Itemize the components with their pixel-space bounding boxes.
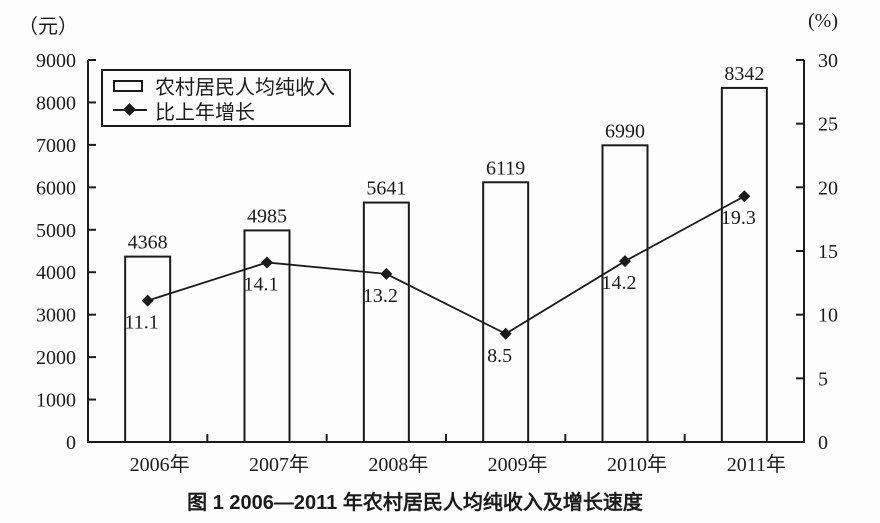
income-bar [720,86,768,444]
growth-value-label: 19.3 [721,207,756,229]
bar-swatch-icon [113,79,143,92]
y-tick-label-right: 5 [818,368,828,390]
y-tick-label-right: 20 [818,177,838,199]
growth-marker [738,190,751,203]
y-tick-label-left: 8000 [36,92,76,114]
income-bar [601,144,649,444]
y-tick-label-right: 0 [818,432,828,454]
legend-label-growth: 比上年增长 [155,101,255,124]
y-tick-label-right: 25 [818,114,838,136]
legend-box: 农村居民人均纯收入 比上年增长 [101,69,351,127]
growth-marker [380,267,393,280]
y-tick-label-right: 10 [818,305,838,327]
y-tick-label-right: 30 [818,50,838,72]
bar-value-label: 8342 [724,63,764,85]
growth-marker [141,294,154,307]
bar-value-label: 6119 [486,157,525,179]
y-tick-label-left: 3000 [36,305,76,327]
y-tick-label-right: 15 [818,241,838,263]
income-bar [482,181,530,443]
x-tick-label: 2006年 [130,453,190,476]
y-tick-label-left: 5000 [36,220,76,242]
growth-value-label: 11.1 [125,312,159,334]
growth-value-label: 14.2 [602,272,637,294]
y-tick-label-left: 6000 [36,177,76,199]
x-tick-label: 2008年 [368,453,428,476]
growth-value-label: 8.5 [487,345,512,367]
y-tick-label-left: 2000 [36,347,76,369]
figure-caption: 图 1 2006—2011 年农村居民人均纯收入及增长速度 [187,492,643,514]
bar-value-label: 4985 [247,205,287,227]
y-tick-label-left: 9000 [36,50,76,72]
growth-value-label: 13.2 [363,285,398,307]
right-axis-unit-label: (%) [808,10,838,32]
y-tick-label-left: 1000 [36,390,76,412]
line-diamond-icon [113,103,147,117]
growth-marker [499,327,512,340]
growth-value-label: 14.1 [244,273,279,295]
x-tick-label: 2010年 [607,453,667,476]
legend-item-income: 农村居民人均纯收入 [113,74,339,100]
legend-item-growth: 比上年增长 [113,99,339,124]
bar-value-label: 4368 [128,232,168,254]
x-tick-label: 2007年 [249,453,309,476]
growth-marker [619,255,631,268]
income-bar [124,255,172,443]
legend-label-income: 农村居民人均纯收入 [155,77,335,100]
income-bar [362,201,410,443]
left-axis-unit-label: （元） [18,16,78,38]
bar-value-label: 5641 [366,178,406,200]
x-tick-label: 2009年 [488,453,548,476]
x-tick-label: 2011年 [727,453,786,476]
growth-marker [261,256,273,269]
growth-line [147,195,745,335]
y-tick-label-left: 7000 [36,135,76,157]
y-tick-label-left: 4000 [36,262,76,284]
bar-value-label: 6990 [605,120,645,142]
y-tick-label-left: 0 [66,432,76,454]
